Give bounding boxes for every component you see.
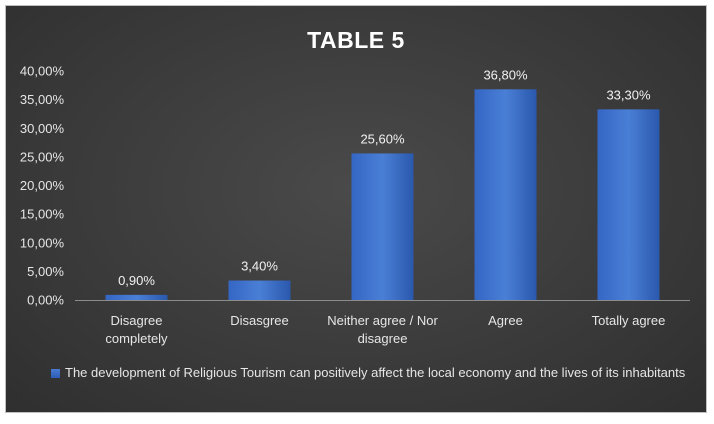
y-tick-label: 40,00% (20, 64, 65, 79)
legend: The development of Religious Tourism can… (51, 363, 691, 382)
bar (228, 280, 291, 300)
bar (351, 153, 414, 300)
y-tick-label: 20,00% (20, 178, 65, 193)
x-tick-label: Disasgree (230, 313, 289, 328)
data-label: 0,90% (118, 273, 155, 288)
bar (474, 89, 537, 300)
x-tick-label: disagree (358, 331, 408, 346)
y-tick-label: 10,00% (20, 235, 65, 250)
x-tick-label: Totally agree (592, 313, 666, 328)
data-label: 3,40% (241, 259, 278, 274)
legend-label: The development of Religious Tourism can… (65, 365, 686, 380)
data-label: 36,80% (483, 67, 528, 82)
x-tick-label: Neither agree / Nor (327, 313, 438, 328)
legend-swatch (51, 369, 60, 378)
x-tick-label: completely (105, 331, 168, 346)
data-label: 25,60% (360, 131, 405, 146)
bar (597, 109, 660, 300)
y-tick-label: 5,00% (27, 264, 64, 279)
bar (105, 294, 168, 300)
y-tick-label: 0,00% (27, 293, 64, 308)
x-tick-label: Disagree (110, 313, 162, 328)
y-tick-label: 15,00% (20, 207, 65, 222)
chart-title: TABLE 5 (307, 27, 405, 53)
y-tick-label: 25,00% (20, 149, 65, 164)
y-tick-label: 35,00% (20, 92, 65, 107)
y-tick-label: 30,00% (20, 121, 65, 136)
data-label: 33,30% (606, 87, 651, 102)
x-tick-label: Agree (488, 313, 523, 328)
